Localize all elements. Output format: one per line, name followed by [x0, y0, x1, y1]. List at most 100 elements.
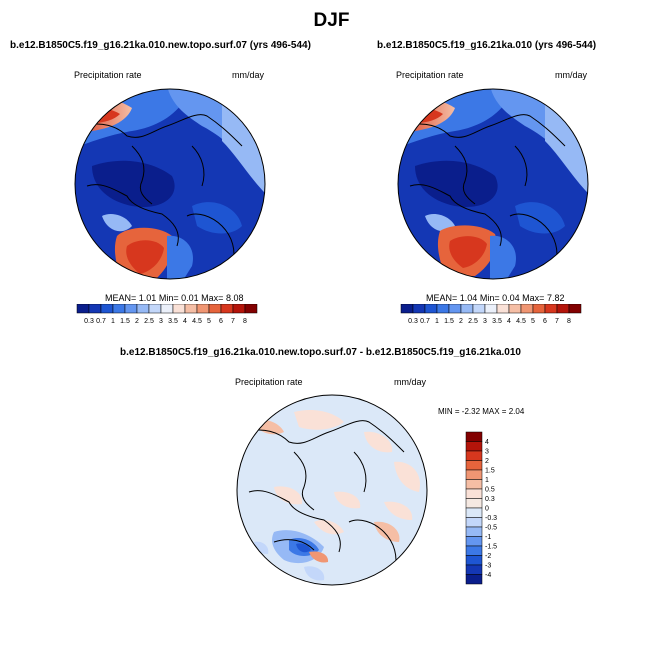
colorbar1-tick-label: 0.7: [96, 318, 106, 325]
colorbar3-swatch: [465, 536, 483, 547]
panel3-stats: MIN = -2.32 MAX = 2.04: [438, 407, 525, 416]
colorbar2-tick-label: 1: [435, 318, 439, 325]
panel2-title: b.e12.B1850C5.f19_g16.21ka.010 (yrs 496-…: [377, 40, 597, 51]
colorbar1-tick-label: 1.5: [120, 318, 130, 325]
colorbar-panel2: 0.3 0.7 1 1.5 2 2.5 3 3.5 4 4.5 5 6 7 8: [400, 304, 582, 325]
colorbar1-tick-label: 5: [207, 318, 211, 325]
colorbar1-swatch: [232, 304, 246, 314]
colorbar3-tick-label: -0.3: [485, 515, 497, 522]
colorbar2-swatch: [496, 304, 510, 314]
main-title: DJF: [313, 10, 350, 31]
map-panel1: [74, 88, 266, 280]
panel1-max-label: Max=: [201, 293, 224, 303]
colorbar1-tick-label: 4: [183, 318, 187, 325]
colorbar3-swatch: [465, 469, 483, 480]
colorbar2-swatch: [508, 304, 522, 314]
colorbar3-tick-label: 1: [485, 477, 489, 484]
colorbar3-swatch: [465, 498, 483, 509]
colorbar1-swatch: [148, 304, 162, 314]
panel3-title: b.e12.B1850C5.f19_g16.21ka.010.new.topo.…: [120, 347, 521, 358]
colorbar1-swatch: [112, 304, 126, 314]
colorbar1-swatch: [208, 304, 222, 314]
colorbar3-swatch: [465, 441, 483, 452]
colorbar3-swatch: [465, 450, 483, 461]
colorbar3-tick-label: -1.5: [485, 544, 497, 551]
colorbar3-swatch: [465, 526, 483, 537]
colorbar3-swatch: [465, 460, 483, 471]
panel1-mean-label: MEAN=: [105, 293, 137, 303]
colorbar2-tick-label: 4.5: [516, 318, 526, 325]
colorbar1-swatch: [136, 304, 150, 314]
panel2-mean-label: MEAN=: [426, 293, 458, 303]
panel1-stats: MEAN= 1.01 Min= 0.01 Max= 8.08: [105, 293, 243, 303]
colorbar3-swatch: [465, 479, 483, 490]
colorbar2-swatch: [532, 304, 546, 314]
colorbar2-tick-label: 5: [531, 318, 535, 325]
colorbar2-tick-label: 0.3: [408, 318, 418, 325]
panel3-variable-label: Precipitation rate: [235, 377, 303, 387]
colorbar3-tick-label: -4: [485, 572, 491, 579]
colorbar1-tick-label: 7: [231, 318, 235, 325]
colorbar2-swatch: [424, 304, 438, 314]
colorbar1-swatch: [220, 304, 234, 314]
colorbar1-swatch: [196, 304, 210, 314]
colorbar1-tick-label: 6: [219, 318, 223, 325]
panel1-units-label: mm/day: [232, 70, 265, 80]
colorbar3-swatch: [465, 564, 483, 575]
panel1-max-value: 8.08: [225, 293, 244, 303]
colorbar1-swatch: [88, 304, 102, 314]
colorbar2-swatch: [400, 304, 414, 314]
colorbar2-tick-label: 8: [567, 318, 571, 325]
colorbar3-swatch: [465, 507, 483, 518]
colorbar3-tick-label: -3: [485, 563, 491, 570]
colorbar3-tick-label: -0.5: [485, 525, 497, 532]
colorbar2-swatch: [436, 304, 450, 314]
panel3-units-label: mm/day: [394, 377, 427, 387]
panel2-min-value: 0.04: [502, 293, 520, 303]
colorbar2-swatch: [412, 304, 426, 314]
colorbar3-swatch: [465, 488, 483, 499]
colorbar3-swatch: [465, 431, 483, 442]
colorbar3-swatch: [465, 555, 483, 566]
colorbar1-swatch: [244, 304, 258, 314]
colorbar1-tick-label: 0.3: [84, 318, 94, 325]
colorbar3-tick-label: 3: [485, 449, 489, 456]
colorbar1-swatch: [100, 304, 114, 314]
colorbar2-tick-label: 7: [555, 318, 559, 325]
panel2-units-label: mm/day: [555, 70, 588, 80]
panel1-mean-value: 1.01: [138, 293, 157, 303]
panel1-title: b.e12.B1850C5.f19_g16.21ka.010.new.topo.…: [10, 40, 311, 51]
colorbar3-swatch: [465, 517, 483, 528]
colorbar1-tick-label: 8: [243, 318, 247, 325]
colorbar3-tick-label: 1.5: [485, 468, 495, 475]
colorbar2-tick-label: 3.5: [492, 318, 502, 325]
colorbar3-tick-label: 0.3: [485, 496, 495, 503]
colorbar2-swatch: [568, 304, 582, 314]
colorbar1-tick-label: 1: [111, 318, 115, 325]
colorbar3-tick-label: -2: [485, 553, 491, 560]
panel1-min-value: 0.01: [181, 293, 199, 303]
colorbar1-tick-label: 4.5: [192, 318, 202, 325]
panel2-mean-value: 1.04: [459, 293, 478, 303]
colorbar1-swatch: [172, 304, 186, 314]
colorbar2-swatch: [544, 304, 558, 314]
map-panel2: [397, 88, 589, 280]
colorbar1-tick-label: 2.5: [144, 318, 154, 325]
colorbar2-tick-label: 6: [543, 318, 547, 325]
panel2-min-label: Min=: [479, 293, 500, 303]
panel2-max-value: 7.82: [546, 293, 565, 303]
map-panel3: [236, 394, 428, 586]
colorbar3-tick-label: 0.5: [485, 487, 495, 494]
colorbar-panel3: 4 3 2 1.5 1 0.5 0.3 0 -0.3 -0.5 -1 -1.5 -2 -3 -4: [465, 431, 497, 585]
colorbar2-swatch: [520, 304, 534, 314]
colorbar1-tick-label: 2: [135, 318, 139, 325]
colorbar3-swatch: [465, 574, 483, 585]
panel2-stats: MEAN= 1.04 Min= 0.04 Max= 7.82: [426, 293, 564, 303]
colorbar1-tick-label: 3.5: [168, 318, 178, 325]
colorbar1-swatch: [160, 304, 174, 314]
colorbar2-swatch: [484, 304, 498, 314]
colorbar2-swatch: [472, 304, 486, 314]
colorbar3-tick-label: 4: [485, 439, 489, 446]
panel1-variable-label: Precipitation rate: [74, 70, 142, 80]
colorbar2-tick-label: 4: [507, 318, 511, 325]
